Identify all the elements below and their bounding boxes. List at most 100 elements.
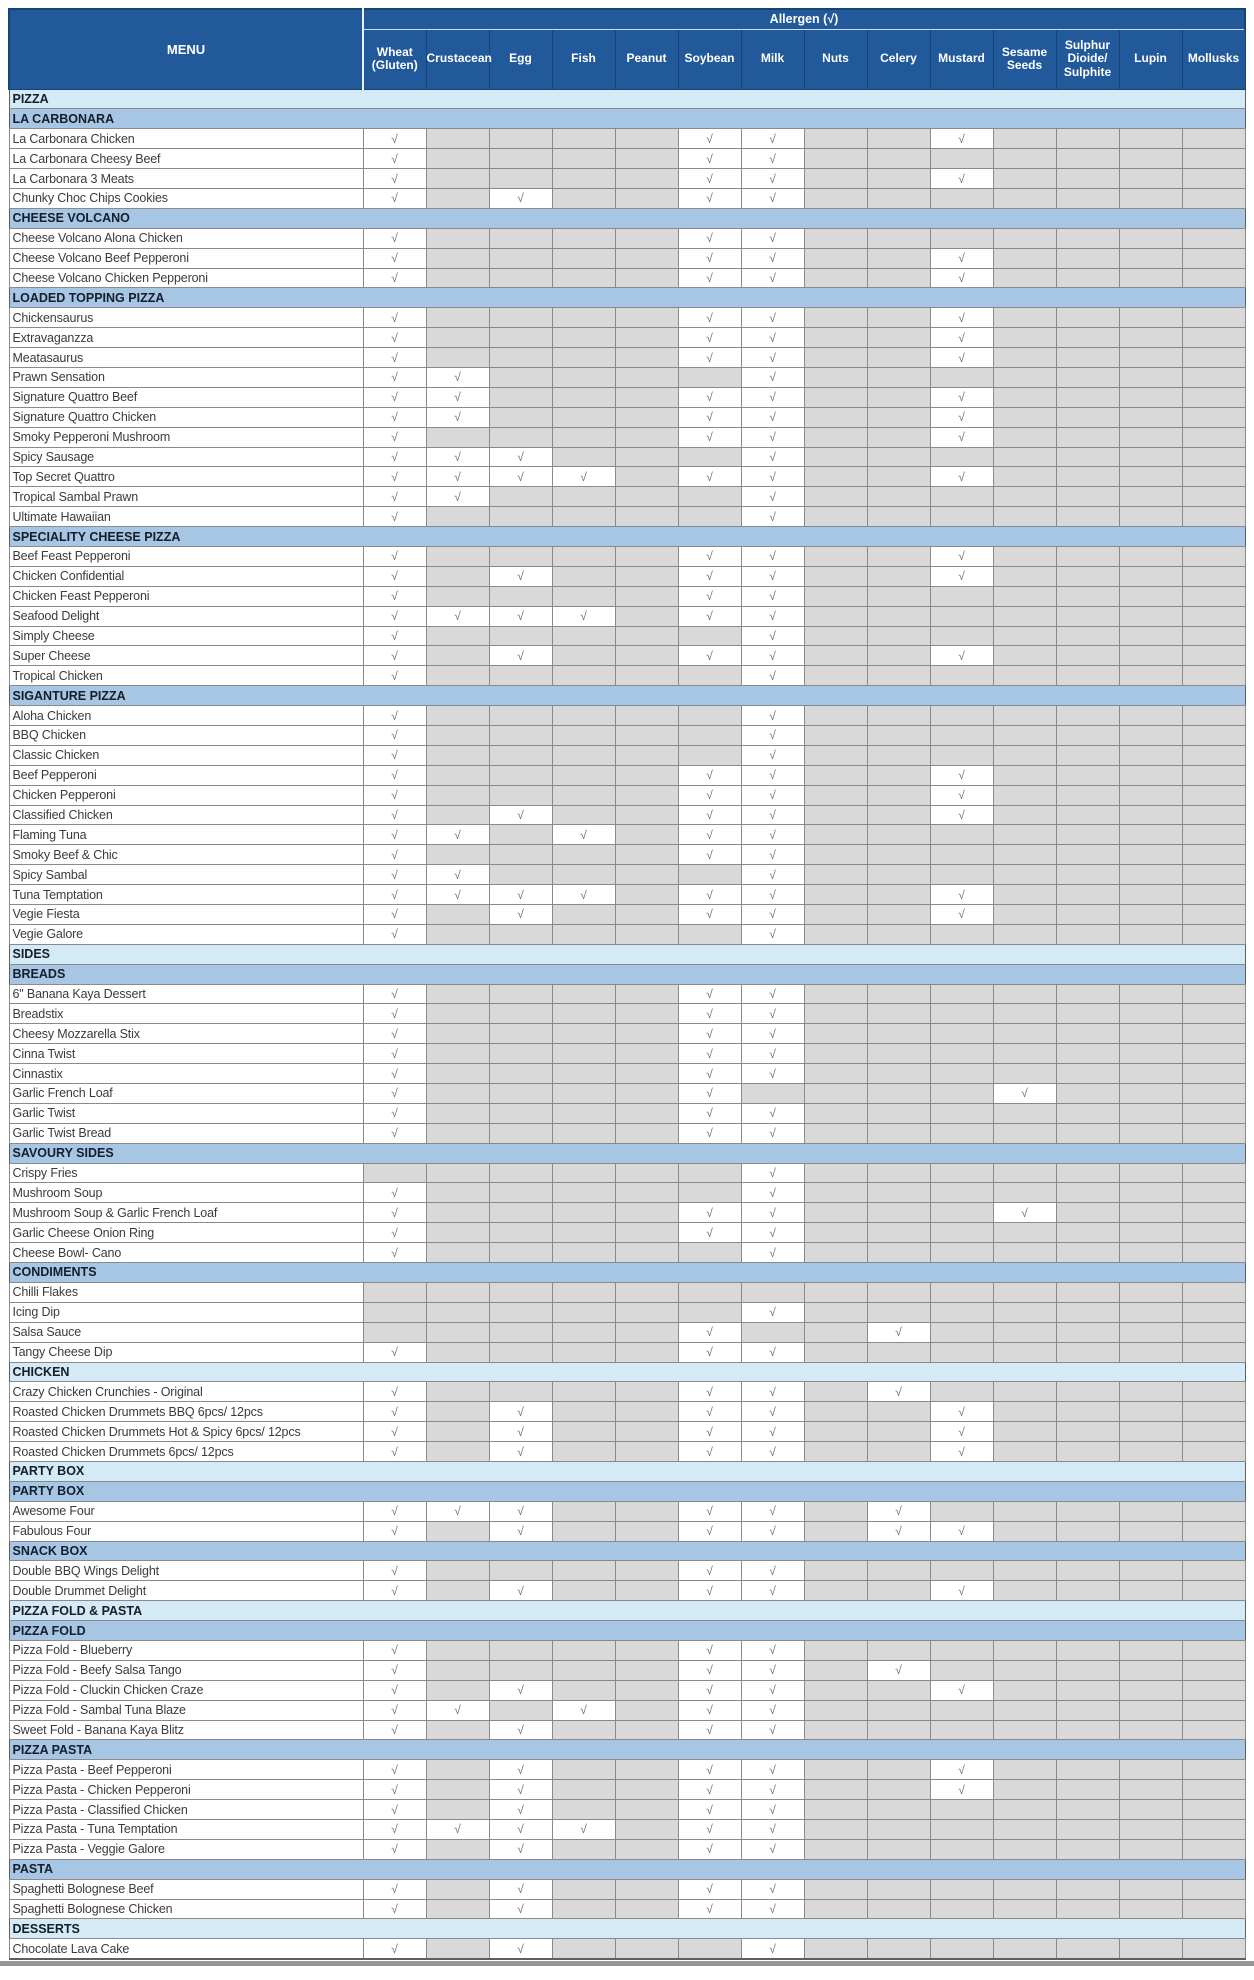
allergen-empty-cell-lupin xyxy=(1118,1679,1183,1701)
allergen-empty-cell-sesame-seeds xyxy=(992,1182,1057,1204)
menu-table-body: PIZZA LA CARBONARA La Carbonara Chicken √ √ √… xyxy=(8,88,1246,1961)
allergen-check-cell-soybean: √ xyxy=(677,466,742,488)
allergen-check-cell-crustacean: √ xyxy=(425,406,490,428)
allergen-check-cell-wheat-gluten: √ xyxy=(362,1818,427,1840)
allergen-empty-cell-lupin xyxy=(1118,864,1183,886)
allergen-check-cell-wheat-gluten: √ xyxy=(362,904,427,925)
allergen-empty-cell-sulphur-dioide-sulphite xyxy=(1055,1063,1120,1085)
allergen-check-cell-milk: √ xyxy=(740,705,805,726)
allergen-empty-cell-peanut xyxy=(614,923,679,945)
allergen-empty-cell-sulphur-dioide-sulphite xyxy=(1055,1162,1120,1184)
allergen-empty-cell-celery xyxy=(866,1838,931,1860)
allergen-empty-cell-mollusks xyxy=(1181,486,1246,508)
allergen-empty-cell-sesame-seeds xyxy=(992,764,1057,786)
allergen-empty-cell-mollusks xyxy=(1181,1938,1246,1961)
allergen-empty-cell-mollusks xyxy=(1181,1441,1246,1462)
allergen-empty-cell-egg xyxy=(488,1083,553,1104)
allergen-check-cell-mustard: √ xyxy=(929,645,994,667)
allergen-empty-cell-mustard xyxy=(929,1083,994,1104)
allergen-empty-cell-nuts xyxy=(803,904,868,925)
allergen-check-cell-egg: √ xyxy=(488,645,553,667)
allergen-empty-cell-soybean xyxy=(677,486,742,508)
allergen-empty-cell-lupin xyxy=(1118,1818,1183,1840)
allergen-empty-cell-celery xyxy=(866,446,931,468)
allergen-check-cell-wheat-gluten: √ xyxy=(362,1043,427,1065)
menu-item-row: Garlic Twist Bread √ √ √ xyxy=(8,1122,1246,1144)
allergen-check-cell-crustacean: √ xyxy=(425,864,490,886)
allergen-empty-cell-sulphur-dioide-sulphite xyxy=(1055,1818,1120,1840)
allergen-empty-cell-peanut xyxy=(614,904,679,925)
allergen-empty-cell-nuts xyxy=(803,1520,868,1542)
allergen-empty-cell-mollusks xyxy=(1181,1838,1246,1860)
allergen-empty-cell-sulphur-dioide-sulphite xyxy=(1055,1222,1120,1244)
allergen-empty-cell-egg xyxy=(488,486,553,508)
allergen-empty-cell-crustacean xyxy=(425,1679,490,1701)
allergen-empty-cell-mustard xyxy=(929,486,994,508)
allergen-empty-cell-sesame-seeds xyxy=(992,327,1057,349)
allergen-empty-cell-fish xyxy=(551,1381,616,1403)
allergen-check-cell-milk: √ xyxy=(740,1818,805,1840)
allergen-empty-cell-egg xyxy=(488,1102,553,1124)
allergen-check-cell-egg: √ xyxy=(488,1838,553,1860)
allergen-empty-cell-sesame-seeds xyxy=(992,1878,1057,1900)
item-name-cell: Vegie Galore xyxy=(8,923,364,945)
allergen-empty-cell-celery xyxy=(866,1818,931,1840)
allergen-empty-cell-nuts xyxy=(803,1759,868,1781)
allergen-check-cell-egg: √ xyxy=(488,1898,553,1920)
allergen-empty-cell-egg xyxy=(488,1381,553,1403)
allergen-empty-cell-sulphur-dioide-sulphite xyxy=(1055,486,1120,508)
section-row: PASTA xyxy=(8,1858,1246,1880)
allergen-empty-cell-mustard xyxy=(929,446,994,468)
allergen-empty-cell-mollusks xyxy=(1181,1500,1246,1522)
allergen-check-cell-crustacean: √ xyxy=(425,446,490,468)
item-name-cell: Pizza Pasta - Classified Chicken xyxy=(8,1799,364,1820)
allergen-check-cell-soybean: √ xyxy=(677,1639,742,1661)
item-name-cell: Cheese Volcano Beef Pepperoni xyxy=(8,247,364,269)
allergen-empty-cell-peanut xyxy=(614,1063,679,1085)
allergen-empty-cell-nuts xyxy=(803,386,868,408)
allergen-empty-cell-crustacean xyxy=(425,1799,490,1820)
allergen-check-cell-milk: √ xyxy=(740,1759,805,1781)
menu-item-row: Chickensaurus √ √ √ √ xyxy=(8,307,1246,329)
allergen-empty-cell-mollusks xyxy=(1181,764,1246,786)
allergen-check-cell-soybean: √ xyxy=(677,168,742,189)
menu-item-row: La Carbonara 3 Meats √ √ √ √ xyxy=(8,168,1246,189)
allergen-empty-cell-nuts xyxy=(803,1500,868,1522)
allergen-empty-cell-nuts xyxy=(803,1818,868,1840)
allergen-check-cell-soybean: √ xyxy=(677,128,742,150)
allergen-empty-cell-celery xyxy=(866,307,931,329)
allergen-empty-cell-fish xyxy=(551,128,616,150)
allergen-empty-cell-lupin xyxy=(1118,1878,1183,1900)
allergen-empty-cell-nuts xyxy=(803,1301,868,1323)
allergen-empty-cell-fish xyxy=(551,307,616,329)
allergen-check-cell-milk: √ xyxy=(740,884,805,906)
allergen-empty-cell-sesame-seeds xyxy=(992,1838,1057,1860)
allergen-empty-cell-nuts xyxy=(803,1659,868,1681)
section-header-cheese-volcano: CHEESE VOLCANO xyxy=(8,207,1246,229)
allergen-empty-cell-lupin xyxy=(1118,1023,1183,1045)
allergen-empty-cell-sesame-seeds xyxy=(992,446,1057,468)
table-header: MENU Allergen (√) Wheat (Gluten) Crustace… xyxy=(8,8,1247,90)
allergen-empty-cell-lupin xyxy=(1118,466,1183,488)
allergen-empty-cell-milk xyxy=(740,1281,805,1303)
allergen-check-cell-mustard: √ xyxy=(929,904,994,925)
allergen-empty-cell-mustard xyxy=(929,1938,994,1961)
allergen-check-cell-soybean: √ xyxy=(677,148,742,170)
section-header-breads: BREADS xyxy=(8,963,1246,985)
allergen-empty-cell-fish xyxy=(551,904,616,925)
section-row: PIZZA xyxy=(8,88,1246,110)
allergen-empty-cell-fish xyxy=(551,227,616,249)
allergen-empty-cell-sesame-seeds xyxy=(992,585,1057,607)
allergen-check-cell-milk: √ xyxy=(740,824,805,846)
allergen-empty-cell-crustacean xyxy=(425,1102,490,1124)
allergen-group-header: Allergen (√) xyxy=(362,8,1247,30)
allergen-check-cell-wheat-gluten: √ xyxy=(362,1639,427,1661)
allergen-check-cell-wheat-gluten: √ xyxy=(362,645,427,667)
allergen-check-cell-milk: √ xyxy=(740,1023,805,1045)
allergen-check-cell-wheat-gluten: √ xyxy=(362,1659,427,1681)
allergen-empty-cell-celery xyxy=(866,1938,931,1961)
allergen-empty-cell-fish xyxy=(551,1659,616,1681)
allergen-check-cell-wheat-gluten: √ xyxy=(362,864,427,886)
allergen-empty-cell-celery xyxy=(866,1878,931,1900)
allergen-empty-cell-nuts xyxy=(803,1401,868,1423)
